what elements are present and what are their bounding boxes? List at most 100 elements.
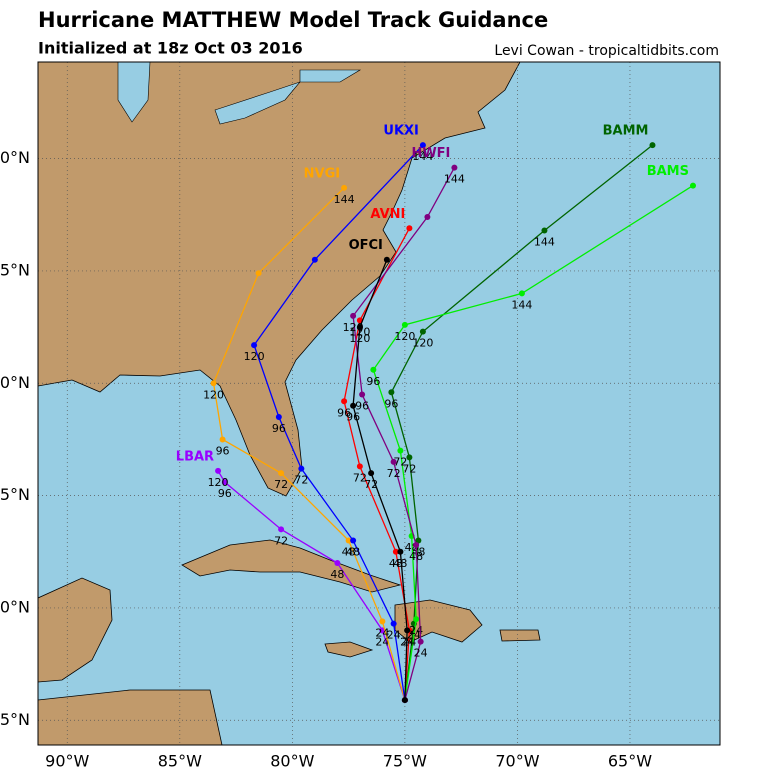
hour-label: 120	[349, 332, 370, 345]
track-point	[311, 256, 318, 263]
track-point	[350, 537, 357, 544]
lat-label: 15°N	[0, 710, 30, 729]
hour-label: 96	[272, 422, 286, 435]
subtitle: Initialized at 18z Oct 03 2016	[38, 39, 303, 58]
track-point	[334, 560, 341, 567]
track-point	[388, 389, 395, 396]
hour-label: 96	[216, 444, 230, 457]
lat-label: 35°N	[0, 260, 30, 279]
hour-label: 72	[387, 467, 401, 480]
track-point	[390, 620, 397, 627]
track-point	[424, 214, 431, 221]
lat-label: 20°N	[0, 597, 30, 616]
track-point	[383, 256, 390, 263]
hour-label: 72	[402, 462, 416, 475]
track-point	[415, 537, 422, 544]
track-point	[356, 324, 363, 331]
hour-label: 72	[393, 456, 407, 469]
frame	[37, 61, 721, 746]
model-name: LBAR	[176, 449, 214, 464]
hour-label: 48	[346, 546, 360, 559]
hour-label: 96	[218, 487, 232, 500]
model-name: NVGI	[304, 166, 340, 181]
hour-label: 144	[412, 150, 433, 163]
hour-label: 48	[389, 557, 403, 570]
hour-label: 120	[244, 350, 265, 363]
track-point	[401, 697, 408, 704]
model-name: OFCI	[349, 238, 383, 253]
track-point	[350, 402, 357, 409]
model-name: HWFI	[411, 146, 450, 161]
track-point	[278, 470, 285, 477]
hour-label: 96	[355, 400, 369, 413]
track-point	[219, 436, 226, 443]
track-point	[221, 479, 228, 486]
hour-label: 96	[346, 411, 360, 424]
track-point	[350, 312, 357, 319]
hour-label: 24	[414, 647, 428, 660]
track-line	[212, 187, 406, 701]
hour-label: 48	[409, 550, 423, 563]
track-point	[417, 638, 424, 645]
hour-label: 120	[208, 476, 229, 489]
hour-label: 72	[294, 474, 308, 487]
track-point	[689, 182, 696, 189]
hour-label: 144	[534, 236, 555, 249]
track-line	[352, 167, 455, 701]
track-point	[215, 467, 222, 474]
hour-label: 120	[412, 337, 433, 350]
track-point	[397, 548, 404, 555]
track-point	[419, 142, 426, 149]
hour-label: 120	[203, 388, 224, 401]
track-point	[397, 447, 404, 454]
hour-label: 48	[342, 546, 356, 559]
track-point	[392, 548, 399, 555]
track-line	[372, 185, 694, 701]
track-point	[341, 184, 348, 191]
lat-label: 40°N	[0, 148, 30, 167]
hour-label: 120	[394, 330, 415, 343]
hour-label: 96	[366, 375, 380, 388]
track-point	[251, 342, 258, 349]
track-point	[419, 328, 426, 335]
track-point	[649, 142, 656, 149]
track-point	[341, 398, 348, 405]
track-point	[255, 270, 262, 277]
model-name: UKXI	[383, 124, 419, 139]
lat-label: 30°N	[0, 373, 30, 392]
track-point	[345, 537, 352, 544]
track-point	[413, 616, 420, 623]
model-name: BAMS	[647, 164, 689, 179]
track-point	[413, 542, 420, 549]
hour-label: 24	[375, 635, 389, 648]
lon-label: 65°W	[608, 752, 652, 771]
track-point	[390, 458, 397, 465]
lon-label: 90°W	[45, 752, 89, 771]
track-point	[406, 225, 413, 232]
hour-label: 72	[274, 534, 288, 547]
hour-label: 72	[353, 471, 367, 484]
hour-label: 24	[375, 626, 389, 639]
tracks: 24487296120AVNI24487296120144BAMM2448729…	[176, 124, 696, 704]
lon-label: 75°W	[383, 752, 427, 771]
model-name: AVNI	[370, 207, 405, 222]
hour-label: 48	[393, 557, 407, 570]
track-point	[368, 470, 375, 477]
credit: Levi Cowan - tropicaltidbits.com	[494, 43, 719, 59]
model-name: BAMM	[603, 124, 649, 139]
lat-label: 25°N	[0, 485, 30, 504]
track-point	[370, 366, 377, 373]
track-point	[518, 290, 525, 297]
hour-label: 72	[274, 478, 288, 491]
hour-label: 48	[330, 568, 344, 581]
hour-label: 24	[400, 635, 414, 648]
hour-label: 96	[337, 406, 351, 419]
hour-label: 144	[511, 298, 532, 311]
track-point	[356, 463, 363, 470]
hour-label: 120	[343, 321, 364, 334]
track-point	[406, 454, 413, 461]
lon-label: 85°W	[158, 752, 202, 771]
track-point	[210, 380, 217, 387]
track-point	[541, 227, 548, 234]
